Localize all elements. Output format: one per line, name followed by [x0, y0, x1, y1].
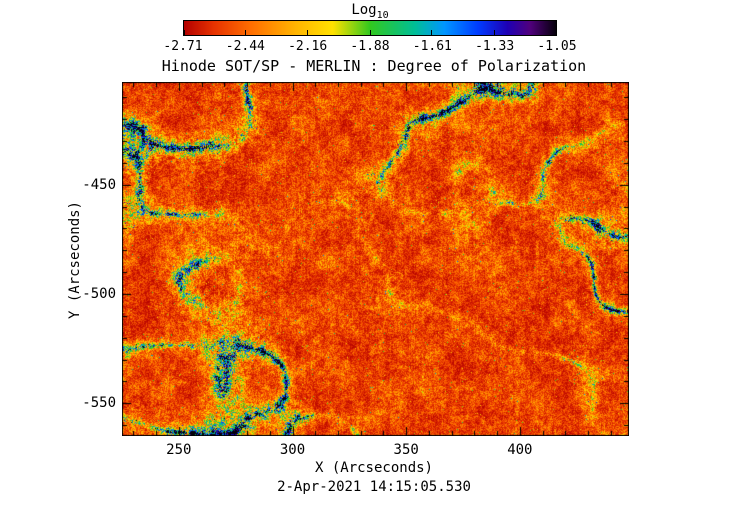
colorbar-tick-mark [307, 30, 309, 35]
colorbar-tick-mark [431, 30, 433, 35]
chart-title: Hinode SOT/SP - MERLIN : Degree of Polar… [161, 57, 587, 75]
x-axis-label: X (Arcseconds) [314, 460, 433, 476]
colorbar-gradient [183, 20, 557, 36]
observation-timestamp: 2-Apr-2021 14:15:05.530 [277, 479, 471, 495]
colorbar-tick-label: -2.16 [288, 39, 328, 54]
colorbar-tick-label: -1.61 [412, 39, 452, 54]
colorbar-tick-label: -1.05 [537, 39, 577, 54]
y-axis-label: Y (Arcseconds) [67, 201, 83, 320]
polarization-heatmap-canvas [122, 82, 629, 436]
colorbar-tick-mark [493, 30, 495, 35]
colorbar-tick-labels: -2.71 -2.44 -2.16 -1.88 -1.61 -1.33 -1.05 [163, 39, 576, 54]
y-tick-label: -500 [82, 285, 116, 302]
colorbar-tick-label: -1.88 [350, 39, 390, 54]
colorbar-tick-mark [245, 30, 247, 35]
x-tick-label: 350 [393, 442, 419, 458]
colorbar-title-base: Log [351, 2, 377, 18]
x-tick-label: 300 [279, 442, 306, 458]
colorbar-tick-mark [555, 30, 557, 35]
x-tick-label: 250 [166, 442, 192, 458]
colorbar-tick-mark [183, 30, 185, 35]
y-tick-label: -450 [82, 176, 116, 193]
colorbar-title-subscript: 10 [376, 9, 389, 21]
y-tick-label: -550 [82, 395, 116, 412]
colorbar-tick-label: -2.44 [225, 39, 265, 54]
x-tick-label: 400 [507, 442, 533, 458]
colorbar-tick-label: -2.71 [163, 39, 203, 54]
colorbar-tick-label: -1.33 [475, 39, 515, 54]
colorbar-tick-mark [369, 30, 371, 35]
colorbar-title: Log10 [183, 2, 557, 21]
